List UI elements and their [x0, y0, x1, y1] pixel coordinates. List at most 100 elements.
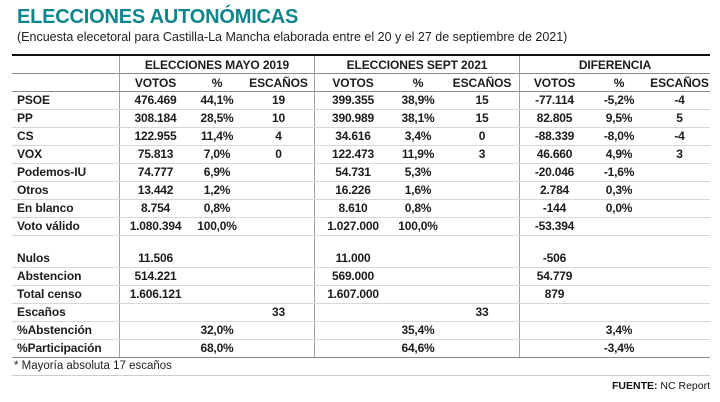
cell-votos: 8.754 — [119, 200, 191, 217]
cell-escanos — [243, 182, 314, 199]
spacer-cell — [12, 236, 119, 250]
cell-escanos — [445, 250, 519, 267]
subcol-pct: % — [412, 76, 424, 90]
cell-votos: -77.114 — [519, 92, 589, 109]
subcol-escanos: ESCAÑOS — [249, 76, 308, 90]
row-label: Otros — [17, 183, 49, 197]
cell-pct — [391, 250, 445, 267]
cell-escanos: 4 — [275, 129, 282, 143]
cell-pct: 11,9% — [401, 147, 435, 161]
row-label: Escaños — [17, 305, 66, 319]
cell-votos: 34.616 — [314, 128, 391, 145]
cell-escanos — [445, 322, 519, 339]
cell-votos: 514.221 — [119, 268, 191, 285]
cell-votos: 1.607.000 — [314, 286, 391, 303]
cell-escanos — [445, 286, 519, 303]
cell-votos: 569.000 — [314, 268, 391, 285]
cell-pct: 1,2% — [203, 183, 231, 197]
cell-pct — [191, 268, 243, 285]
cell-pct: 5,3% — [404, 165, 432, 179]
cell-pct: 0,0% — [605, 201, 633, 215]
cell-pct: 100,0% — [398, 219, 438, 233]
cell-escanos — [649, 182, 710, 199]
cell-escanos — [649, 250, 710, 267]
cell-votos: 308.184 — [119, 110, 191, 127]
cell-pct: 0,8% — [203, 201, 231, 215]
row-label: VOX — [17, 147, 43, 161]
row-label: Nulos — [17, 251, 50, 265]
table-row: Escaños 33 33 — [12, 304, 710, 322]
cell-votos: 16.226 — [314, 182, 391, 199]
cell-pct — [191, 304, 243, 321]
table-row: Voto válido 1.080.394 100,0% 1.027.000 100,0… — [12, 218, 710, 236]
cell-escanos — [243, 218, 314, 235]
cell-pct: 6,9% — [203, 165, 231, 179]
column-group-header-row: ELECCIONES MAYO 2019 ELECCIONES SEPT 202… — [12, 56, 710, 74]
cell-pct: 100,0% — [197, 219, 237, 233]
cell-pct: 3,4% — [605, 323, 633, 337]
cell-escanos — [243, 322, 314, 339]
table-row: Otros 13.442 1,2% 16.226 1,6% 2.784 0,3% — [12, 182, 710, 200]
cell-votos — [519, 340, 589, 357]
row-label: Podemos-IU — [17, 165, 87, 179]
cell-escanos — [243, 340, 314, 357]
cell-pct: 0,8% — [404, 201, 432, 215]
cell-pct: -5,2% — [603, 93, 635, 107]
cell-pct: 7,0% — [203, 147, 231, 161]
cell-pct: 9,5% — [605, 111, 633, 125]
cell-pct: 44,1% — [200, 93, 234, 107]
cell-escanos: 3 — [478, 147, 486, 161]
cell-votos: 879 — [519, 286, 589, 303]
cell-pct — [589, 250, 649, 267]
cell-escanos: 10 — [272, 111, 285, 125]
subcol-pct: % — [211, 76, 223, 90]
table-row: En blanco 8.754 0,8% 8.610 0,8% -144 0,0% — [12, 200, 710, 218]
cell-escanos — [445, 218, 519, 235]
cell-votos: 74.777 — [119, 164, 191, 181]
corner-cell — [12, 56, 119, 74]
cell-votos: -20.046 — [519, 164, 589, 181]
header: ELECCIONES AUTONÓMICAS (Encuesta eleceto… — [12, 0, 710, 45]
cell-escanos: 3 — [676, 147, 683, 161]
cell-escanos — [649, 268, 710, 285]
cell-votos: 122.473 — [314, 146, 391, 163]
cell-escanos: -4 — [674, 93, 685, 107]
cell-escanos — [445, 182, 519, 199]
results-table: ELECCIONES MAYO 2019 ELECCIONES SEPT 202… — [12, 54, 710, 376]
cell-votos: 399.355 — [314, 92, 391, 109]
cell-pct — [391, 286, 445, 303]
cell-pct: 38,9% — [401, 93, 435, 107]
table-row: CS 122.955 11,4% 4 34.616 3,4% 0 -88.339 -8,0% -4 — [12, 128, 710, 146]
cell-votos: 75.813 — [119, 146, 191, 163]
table-row: PP 308.184 28,5% 10 390.989 38,1% 15 82.805 9,5%… — [12, 110, 710, 128]
cell-escanos — [649, 200, 710, 217]
row-label: PP — [17, 111, 33, 125]
table-row: PSOE 476.469 44,1% 19 399.355 38,9% 15 -77.114-… — [12, 92, 710, 110]
cell-votos: 54.779 — [519, 268, 589, 285]
footnote: * Mayoría absoluta 17 escaños — [12, 358, 710, 376]
cell-escanos — [649, 218, 710, 235]
cell-pct — [589, 286, 649, 303]
cell-escanos — [649, 286, 710, 303]
spacer-row — [12, 236, 710, 250]
source-value: NC Report — [657, 380, 710, 392]
cell-votos: -506 — [519, 250, 589, 267]
cell-escanos: 19 — [272, 93, 285, 107]
cell-votos — [119, 304, 191, 321]
source-line: FUENTE: NC Report — [12, 376, 710, 395]
cell-pct — [589, 268, 649, 285]
cell-votos: 390.989 — [314, 110, 391, 127]
cell-votos — [119, 340, 191, 357]
cell-escanos: 15 — [475, 111, 489, 125]
summary-rows: Nulos 11.506 11.000 -506 Abstencion 514.221 56… — [12, 250, 710, 358]
cell-pct — [191, 286, 243, 303]
cell-pct: 32,0% — [200, 323, 234, 337]
cell-votos: 82.805 — [519, 110, 589, 127]
col-group-mayo-2019: ELECCIONES MAYO 2019 — [119, 56, 314, 74]
cell-votos: 2.784 — [519, 182, 589, 199]
cell-escanos — [649, 340, 710, 357]
cell-pct: -8,0% — [603, 129, 635, 143]
cell-pct — [391, 304, 445, 321]
subcol-votos: VOTOS — [519, 74, 589, 92]
